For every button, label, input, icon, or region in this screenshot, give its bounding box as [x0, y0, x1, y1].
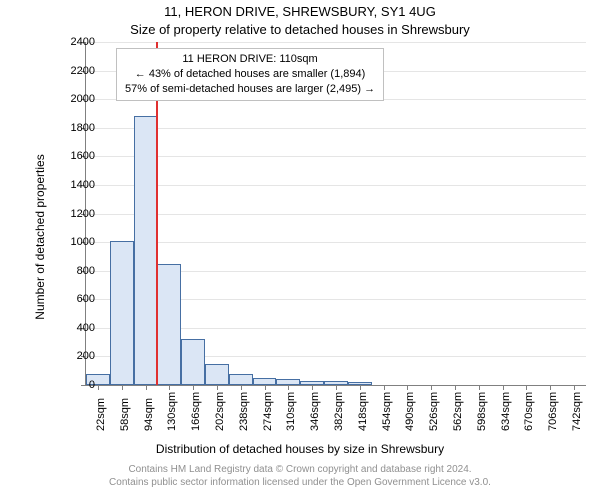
- xtick-mark: [336, 385, 337, 390]
- histogram-bar: [110, 241, 134, 385]
- xtick-label: 202sqm: [214, 392, 226, 431]
- xtick-mark: [407, 385, 408, 390]
- xtick-label: 706sqm: [547, 392, 559, 431]
- xtick-mark: [360, 385, 361, 390]
- xtick-label: 742sqm: [571, 392, 583, 431]
- gridline: [86, 214, 586, 215]
- xtick-label: 274sqm: [262, 392, 274, 431]
- xtick-label: 562sqm: [452, 392, 464, 431]
- xtick-label: 490sqm: [404, 392, 416, 431]
- histogram-bar: [229, 374, 253, 385]
- xtick-mark: [312, 385, 313, 390]
- histogram-bar: [205, 364, 229, 385]
- xtick-mark: [122, 385, 123, 390]
- xtick-mark: [193, 385, 194, 390]
- xtick-mark: [550, 385, 551, 390]
- footer-line1: Contains HM Land Registry data © Crown c…: [0, 464, 600, 477]
- histogram-bar: [253, 378, 277, 385]
- xtick-label: 526sqm: [428, 392, 440, 431]
- xtick-label: 382sqm: [333, 392, 345, 431]
- gridline: [86, 128, 586, 129]
- chart-title-desc: Size of property relative to detached ho…: [0, 22, 600, 37]
- gridline: [86, 185, 586, 186]
- xtick-label: 58sqm: [119, 398, 131, 431]
- footer-attribution: Contains HM Land Registry data © Crown c…: [0, 464, 600, 489]
- footer-line2: Contains public sector information licen…: [0, 477, 600, 490]
- xtick-mark: [479, 385, 480, 390]
- xtick-label: 598sqm: [476, 392, 488, 431]
- ytick-label: 2200: [45, 65, 95, 77]
- xtick-label: 310sqm: [285, 392, 297, 431]
- gridline: [86, 156, 586, 157]
- ytick-label: 1400: [45, 179, 95, 191]
- ytick-label: 1600: [45, 150, 95, 162]
- ytick-label: 600: [45, 293, 95, 305]
- xtick-label: 130sqm: [166, 392, 178, 431]
- histogram-bar: [181, 339, 205, 385]
- ytick-label: 0: [45, 379, 95, 391]
- xtick-mark: [384, 385, 385, 390]
- xtick-mark: [265, 385, 266, 390]
- xtick-mark: [503, 385, 504, 390]
- plot-area: 11 HERON DRIVE: 110sqm ← 43% of detached…: [85, 42, 586, 386]
- gridline: [86, 242, 586, 243]
- xtick-label: 94sqm: [143, 398, 155, 431]
- annotation-line2: ← 43% of detached houses are smaller (1,…: [125, 67, 375, 82]
- histogram-bar: [157, 264, 181, 385]
- xtick-mark: [98, 385, 99, 390]
- x-axis-label: Distribution of detached houses by size …: [0, 442, 600, 456]
- histogram-bar: [134, 116, 158, 385]
- xtick-label: 634sqm: [500, 392, 512, 431]
- ytick-label: 400: [45, 322, 95, 334]
- xtick-label: 670sqm: [523, 392, 535, 431]
- ytick-label: 200: [45, 350, 95, 362]
- xtick-mark: [431, 385, 432, 390]
- xtick-mark: [288, 385, 289, 390]
- ytick-label: 800: [45, 265, 95, 277]
- xtick-label: 418sqm: [357, 392, 369, 431]
- xtick-mark: [455, 385, 456, 390]
- chart-container: 11, HERON DRIVE, SHREWSBURY, SY1 4UG Siz…: [0, 0, 600, 500]
- xtick-mark: [526, 385, 527, 390]
- xtick-mark: [169, 385, 170, 390]
- xtick-mark: [146, 385, 147, 390]
- annotation-line3: 57% of semi-detached houses are larger (…: [125, 82, 375, 97]
- xtick-label: 22sqm: [95, 398, 107, 431]
- ytick-label: 1800: [45, 122, 95, 134]
- xtick-label: 238sqm: [238, 392, 250, 431]
- annotation-line1: 11 HERON DRIVE: 110sqm: [125, 52, 375, 67]
- ytick-label: 1000: [45, 236, 95, 248]
- xtick-mark: [217, 385, 218, 390]
- xtick-mark: [574, 385, 575, 390]
- ytick-label: 1200: [45, 208, 95, 220]
- xtick-mark: [241, 385, 242, 390]
- xtick-label: 454sqm: [381, 392, 393, 431]
- chart-title-address: 11, HERON DRIVE, SHREWSBURY, SY1 4UG: [0, 4, 600, 19]
- xtick-label: 346sqm: [309, 392, 321, 431]
- ytick-label: 2400: [45, 36, 95, 48]
- annotation-box: 11 HERON DRIVE: 110sqm ← 43% of detached…: [116, 48, 384, 101]
- xtick-label: 166sqm: [190, 392, 202, 431]
- gridline: [86, 42, 586, 43]
- ytick-label: 2000: [45, 93, 95, 105]
